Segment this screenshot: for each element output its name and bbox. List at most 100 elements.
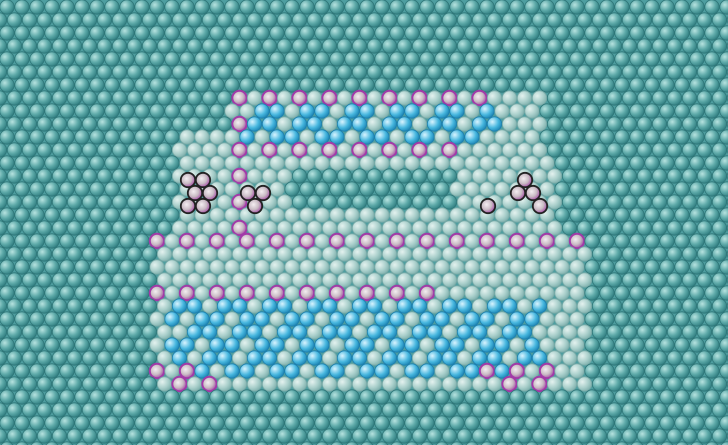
car-bubble <box>336 376 353 392</box>
car-bubble <box>546 272 563 288</box>
car-bubble <box>524 155 540 171</box>
car-bubble <box>464 155 480 171</box>
bubble <box>299 51 315 67</box>
bubble <box>74 415 90 431</box>
bubble <box>201 38 218 54</box>
car-bubble <box>479 129 495 145</box>
car-bubble <box>531 272 548 288</box>
bubble <box>210 441 224 445</box>
bubble <box>141 64 158 80</box>
bubble <box>689 129 705 145</box>
linked-bubble <box>396 350 413 366</box>
linked-bubble <box>441 298 458 314</box>
bubble <box>104 363 120 379</box>
bubble <box>696 376 713 392</box>
bubble <box>66 194 83 210</box>
car-bubble <box>314 311 330 327</box>
special-bubble <box>509 184 527 202</box>
linked-bubble <box>224 363 240 379</box>
bubble <box>59 415 75 431</box>
bubble <box>44 103 60 119</box>
target-bubble <box>531 375 548 393</box>
bubble <box>14 129 30 145</box>
bubble <box>336 194 353 210</box>
car-bubble <box>374 285 390 301</box>
car-bubble <box>366 350 383 366</box>
bubble <box>186 116 203 132</box>
bubble <box>104 389 120 405</box>
bubble <box>666 116 683 132</box>
bubble <box>719 51 728 67</box>
bubble <box>0 441 14 445</box>
bubble <box>509 415 525 431</box>
bubble <box>636 324 653 340</box>
car-bubble <box>381 246 398 262</box>
car-bubble <box>426 90 443 106</box>
bubble <box>584 363 600 379</box>
car-bubble <box>471 272 488 288</box>
bubble <box>651 38 668 54</box>
bubble <box>629 181 645 197</box>
car-bubble <box>449 181 465 197</box>
car-bubble <box>531 246 548 262</box>
car-bubble <box>396 220 413 236</box>
car-bubble <box>216 376 233 392</box>
bubble <box>74 207 90 223</box>
bubble <box>179 103 195 119</box>
bubble <box>149 103 165 119</box>
bubble <box>111 12 128 28</box>
bubble <box>44 233 60 249</box>
bubble <box>576 116 593 132</box>
car-bubble <box>254 129 270 145</box>
car-bubble <box>201 142 218 158</box>
bubble <box>29 233 45 249</box>
bubble <box>0 38 8 54</box>
car-bubble <box>576 350 593 366</box>
bubble <box>666 350 683 366</box>
car-bubble <box>381 220 398 236</box>
target-bubble <box>261 141 278 159</box>
linked-bubble <box>239 129 255 145</box>
bubble <box>659 0 675 15</box>
bubble <box>81 220 98 236</box>
bubble <box>606 220 623 236</box>
bubble <box>585 441 599 445</box>
bubble <box>419 181 435 197</box>
bubble <box>216 38 233 54</box>
car-bubble <box>239 337 255 353</box>
bubble <box>636 12 653 28</box>
bubble <box>44 415 60 431</box>
bubble <box>36 350 53 366</box>
target-bubble <box>148 362 166 380</box>
bubble <box>644 389 660 405</box>
bubble <box>584 207 600 223</box>
bubble <box>269 77 285 93</box>
car-bubble <box>284 285 300 301</box>
car-bubble <box>456 272 473 288</box>
bubble <box>314 181 330 197</box>
bubble <box>336 168 353 184</box>
bubble <box>299 181 315 197</box>
bubble <box>6 324 23 340</box>
bubble <box>291 428 308 444</box>
bubble <box>0 337 15 353</box>
bubble <box>119 77 135 93</box>
target-bubble <box>418 232 436 250</box>
linked-bubble <box>359 337 375 353</box>
bubble <box>111 272 128 288</box>
bubble <box>569 207 585 223</box>
target-bubble <box>291 141 308 159</box>
linked-bubble <box>366 324 383 340</box>
car-bubble <box>419 259 435 275</box>
bubble <box>134 389 150 405</box>
car-bubble <box>396 142 413 158</box>
bubble <box>621 220 638 236</box>
bubble <box>629 259 645 275</box>
car-bubble <box>351 246 368 262</box>
bubble <box>614 285 630 301</box>
linked-bubble <box>381 350 398 366</box>
linked-bubble <box>261 350 278 366</box>
bubble <box>606 90 623 106</box>
bubble <box>14 337 30 353</box>
bubble <box>0 285 15 301</box>
